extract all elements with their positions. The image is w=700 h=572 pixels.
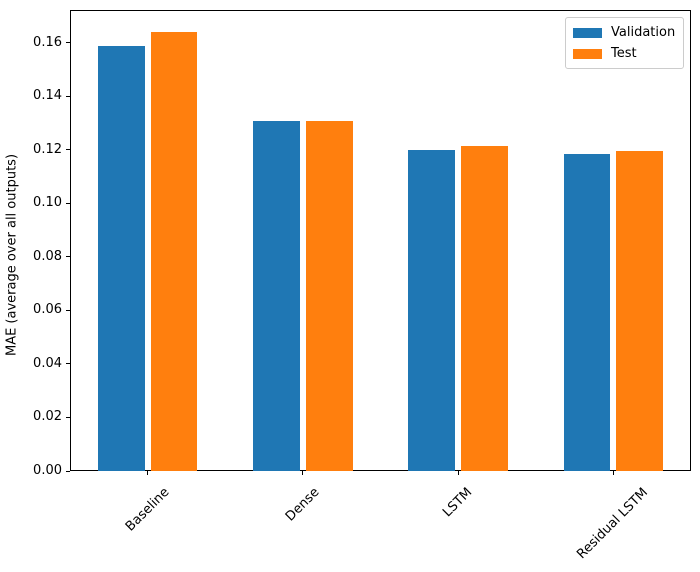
- y-tick-mark: [66, 95, 70, 97]
- y-tick-mark: [66, 363, 70, 365]
- x-tick-mark: [612, 471, 614, 475]
- y-tick-label: 0.04: [33, 355, 62, 371]
- y-tick-label: 0.14: [33, 88, 62, 104]
- y-tick-label: 0.16: [33, 34, 62, 50]
- x-tick-label-residual-lstm: Residual LSTM: [574, 485, 652, 562]
- bar-test-lstm: [461, 145, 508, 471]
- bar-test-residual-lstm: [616, 151, 664, 471]
- bar-validation-baseline: [97, 45, 145, 471]
- legend-swatch-validation: [573, 27, 602, 38]
- legend-swatch-test: [573, 48, 602, 59]
- bar-validation-dense: [253, 120, 300, 471]
- y-tick-mark: [66, 202, 70, 204]
- y-tick-label: 0.06: [33, 302, 62, 318]
- x-tick-mark: [457, 471, 459, 475]
- bar-test-baseline: [150, 32, 198, 471]
- legend-label-validation: Validation: [611, 25, 676, 40]
- y-tick-mark: [66, 470, 70, 472]
- legend-item-validation: Validation: [573, 25, 675, 40]
- y-tick-mark: [66, 149, 70, 151]
- bar-test-dense: [305, 120, 353, 471]
- y-tick-mark: [66, 256, 70, 258]
- y-tick-label: 0.08: [33, 248, 62, 264]
- legend-label-test: Test: [611, 46, 637, 61]
- y-tick-mark: [66, 309, 70, 311]
- y-tick-mark: [66, 42, 70, 44]
- legend: Validation Test: [565, 17, 685, 69]
- x-tick-label-dense: Dense: [282, 484, 323, 525]
- x-tick-mark: [302, 471, 304, 475]
- bar-validation-lstm: [408, 149, 455, 471]
- x-tick-label-baseline: Baseline: [122, 484, 173, 535]
- y-tick-label: 0.12: [33, 141, 62, 157]
- x-tick-label-lstm: LSTM: [440, 485, 476, 521]
- legend-item-test: Test: [573, 46, 675, 61]
- bar-validation-residual-lstm: [563, 153, 611, 471]
- y-tick-label: 0.02: [33, 409, 62, 425]
- y-tick-mark: [66, 416, 70, 418]
- y-tick-label: 0.10: [33, 195, 62, 211]
- y-tick-label: 0.00: [33, 463, 62, 478]
- x-tick-mark: [147, 471, 149, 475]
